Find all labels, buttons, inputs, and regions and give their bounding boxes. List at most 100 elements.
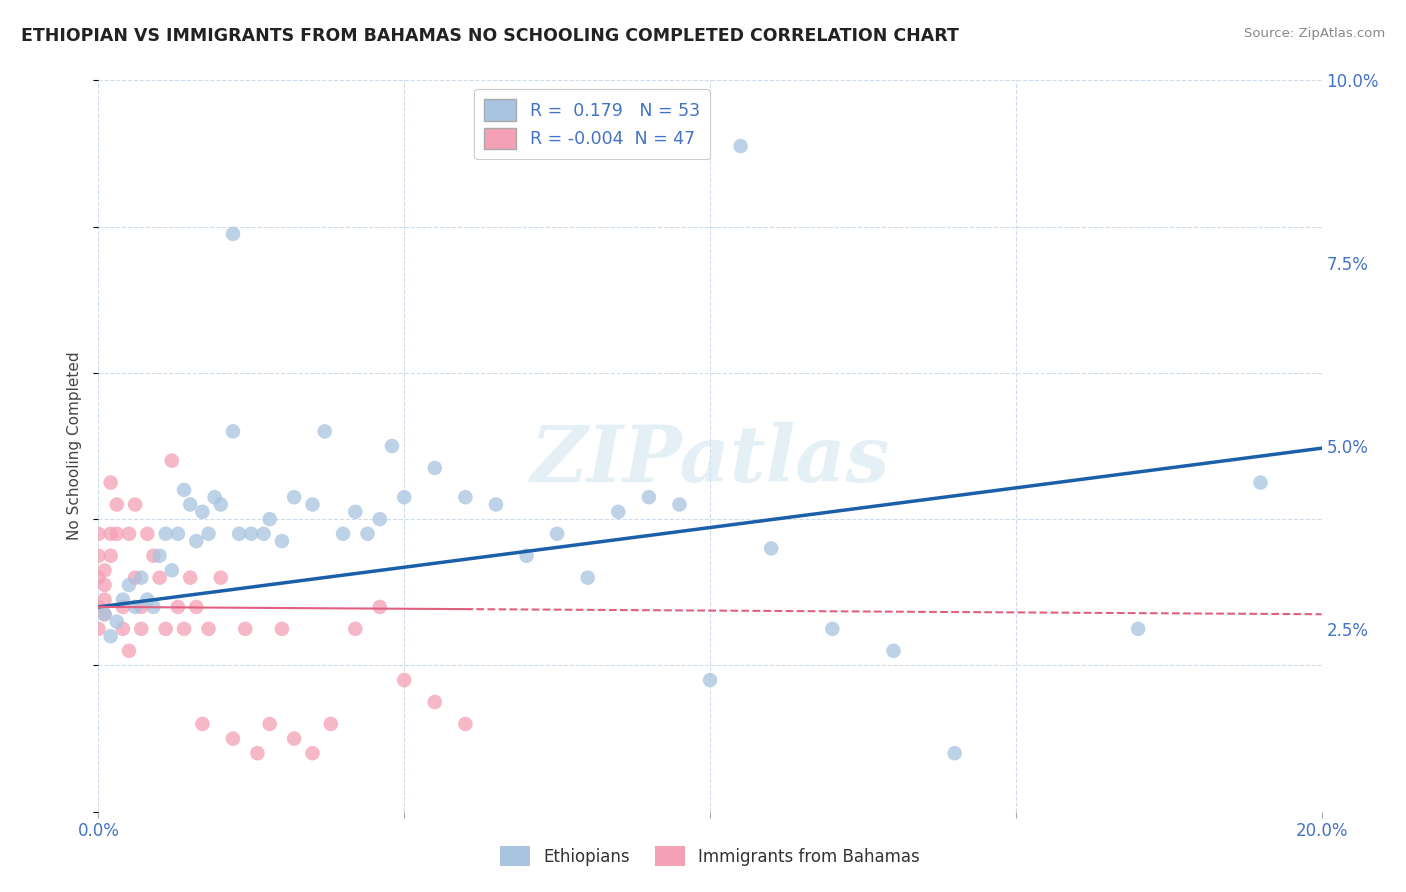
Point bbox=[87, 571, 110, 585]
Point bbox=[100, 629, 122, 643]
Point bbox=[943, 746, 966, 760]
Point bbox=[87, 599, 110, 614]
Point bbox=[149, 571, 172, 585]
Point bbox=[314, 425, 336, 439]
Point bbox=[136, 526, 159, 541]
Point bbox=[100, 475, 122, 490]
Point bbox=[1249, 475, 1271, 490]
Point bbox=[546, 526, 568, 541]
Point bbox=[228, 526, 250, 541]
Point bbox=[191, 505, 214, 519]
Point bbox=[576, 571, 599, 585]
Point bbox=[197, 526, 219, 541]
Point bbox=[93, 607, 115, 622]
Legend: Ethiopians, Immigrants from Bahamas: Ethiopians, Immigrants from Bahamas bbox=[494, 839, 927, 873]
Point bbox=[105, 615, 128, 629]
Point bbox=[699, 673, 721, 687]
Point bbox=[160, 453, 183, 467]
Point bbox=[129, 599, 152, 614]
Point bbox=[93, 592, 115, 607]
Point bbox=[93, 607, 115, 622]
Point bbox=[319, 717, 342, 731]
Point bbox=[136, 592, 159, 607]
Point bbox=[129, 622, 152, 636]
Point bbox=[118, 644, 141, 658]
Point bbox=[392, 490, 416, 504]
Point bbox=[118, 526, 141, 541]
Point bbox=[173, 622, 195, 636]
Point bbox=[485, 498, 508, 512]
Point bbox=[368, 599, 391, 614]
Point bbox=[392, 673, 416, 687]
Point bbox=[301, 746, 323, 760]
Point bbox=[173, 483, 195, 497]
Point bbox=[283, 490, 305, 504]
Point bbox=[259, 717, 281, 731]
Point bbox=[87, 622, 110, 636]
Point bbox=[252, 526, 274, 541]
Point bbox=[344, 505, 367, 519]
Point bbox=[105, 526, 128, 541]
Point bbox=[637, 490, 661, 504]
Point bbox=[179, 498, 201, 512]
Point bbox=[332, 526, 354, 541]
Point bbox=[179, 571, 201, 585]
Point bbox=[124, 599, 146, 614]
Point bbox=[668, 498, 690, 512]
Point bbox=[100, 549, 122, 563]
Point bbox=[142, 549, 165, 563]
Point bbox=[259, 512, 281, 526]
Point bbox=[186, 599, 208, 614]
Point bbox=[730, 139, 752, 153]
Point bbox=[149, 549, 172, 563]
Point bbox=[381, 439, 404, 453]
Point bbox=[454, 490, 477, 504]
Point bbox=[821, 622, 844, 636]
Point bbox=[111, 599, 134, 614]
Point bbox=[209, 571, 232, 585]
Point bbox=[344, 622, 367, 636]
Point bbox=[155, 622, 177, 636]
Point bbox=[368, 512, 391, 526]
Point bbox=[301, 498, 323, 512]
Point bbox=[1128, 622, 1150, 636]
Point bbox=[167, 599, 190, 614]
Point bbox=[155, 526, 177, 541]
Point bbox=[118, 578, 141, 592]
Point bbox=[222, 731, 245, 746]
Point bbox=[111, 622, 134, 636]
Point bbox=[111, 592, 134, 607]
Point bbox=[191, 717, 214, 731]
Y-axis label: No Schooling Completed: No Schooling Completed bbox=[67, 351, 83, 541]
Point bbox=[87, 549, 110, 563]
Point bbox=[516, 549, 538, 563]
Point bbox=[270, 622, 292, 636]
Point bbox=[246, 746, 269, 760]
Point bbox=[356, 526, 378, 541]
Point bbox=[883, 644, 905, 658]
Point bbox=[759, 541, 782, 556]
Point bbox=[100, 526, 122, 541]
Point bbox=[129, 571, 152, 585]
Point bbox=[186, 534, 208, 549]
Point bbox=[222, 227, 245, 241]
Point bbox=[283, 731, 305, 746]
Point bbox=[124, 498, 146, 512]
Point bbox=[209, 498, 232, 512]
Point bbox=[233, 622, 256, 636]
Point bbox=[142, 599, 165, 614]
Point bbox=[222, 425, 245, 439]
Text: Source: ZipAtlas.com: Source: ZipAtlas.com bbox=[1244, 27, 1385, 40]
Point bbox=[93, 578, 115, 592]
Point bbox=[105, 498, 128, 512]
Point bbox=[124, 571, 146, 585]
Point bbox=[197, 622, 219, 636]
Point bbox=[160, 563, 183, 577]
Point bbox=[423, 461, 446, 475]
Text: ETHIOPIAN VS IMMIGRANTS FROM BAHAMAS NO SCHOOLING COMPLETED CORRELATION CHART: ETHIOPIAN VS IMMIGRANTS FROM BAHAMAS NO … bbox=[21, 27, 959, 45]
Point bbox=[240, 526, 263, 541]
Text: ZIPatlas: ZIPatlas bbox=[530, 423, 890, 499]
Point bbox=[87, 526, 110, 541]
Point bbox=[607, 505, 630, 519]
Point bbox=[93, 563, 115, 577]
